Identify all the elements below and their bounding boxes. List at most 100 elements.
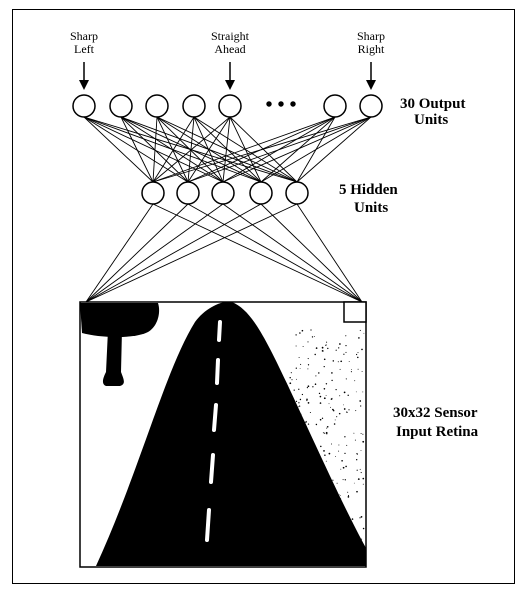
output-unit [109,94,133,118]
noise-dot [361,348,363,351]
hidden-unit [141,181,165,205]
noise-dot [340,468,342,470]
noise-dot [355,551,357,553]
noise-dot [323,358,326,361]
noise-dot [345,515,348,518]
noise-dot [319,395,322,398]
noise-dot [324,549,326,552]
noise-dot [296,500,298,502]
noise-dot [307,368,309,370]
noise-dot [306,387,308,389]
noise-dot [308,473,310,475]
noise-dot [338,444,340,446]
connection-line [187,203,363,303]
noise-dot [330,406,331,408]
noise-dot [306,398,308,401]
noise-dot [361,538,363,540]
noise-dot [301,329,304,332]
noise-dot [289,443,291,445]
noise-dot [315,423,318,426]
noise-dot [328,452,331,455]
connection-line [222,116,372,183]
noise-dot [315,347,318,349]
noise-dot [295,400,298,403]
connection-line [152,116,195,183]
noise-dot [299,398,302,401]
connection-line [222,203,363,303]
noise-dot [322,432,324,434]
noise-dot [345,345,347,347]
noise-dot [307,385,310,388]
connection-line [85,203,262,303]
noise-dot [362,440,365,443]
hidden-units-label-line1: 5 Hidden [339,182,398,198]
noise-dot [324,454,326,457]
connection-line [296,203,363,303]
input-unit-square [343,301,367,323]
noise-dot [347,561,349,563]
noise-dot [332,408,334,411]
noise-dot [326,516,329,518]
noise-dot [314,459,316,461]
noise-dot [348,409,350,411]
noise-dot [315,483,317,485]
output-unit [72,94,96,118]
connection-line [156,116,224,183]
noise-dot [318,372,320,374]
noise-dot [319,488,322,491]
noise-dot [318,526,320,528]
noise-dot [362,483,364,485]
noise-dot [312,523,315,525]
noise-dot [338,553,341,556]
noise-dot [289,426,292,429]
noise-dot [307,358,309,360]
noise-dot [347,495,350,497]
noise-dot [351,552,353,554]
noise-dot [356,459,358,461]
output-unit [145,94,169,118]
noise-dot [326,427,328,429]
noise-dot [362,527,365,530]
noise-dot [315,451,317,453]
noise-dot [333,423,336,425]
noise-dot [318,392,321,395]
noise-dot [301,393,304,396]
noise-dot [298,388,300,390]
connection-line [152,116,336,183]
noise-dot [298,402,300,404]
noise-dot [307,433,309,435]
lane-dashes [205,320,222,542]
noise-dot [296,478,298,480]
noise-dot [348,360,350,362]
noise-dot [357,352,359,354]
connection-line [152,116,372,183]
noise-dot [347,543,349,545]
noise-dot [307,341,309,343]
noise-dot [291,405,293,407]
noise-dot [353,482,355,484]
input-retina [79,301,367,568]
noise-dot [289,413,292,415]
noise-dot [345,465,347,468]
noise-dot [360,449,362,451]
noise-dot [330,494,333,496]
hidden-input-connections [85,203,363,303]
noise-dot [355,410,357,412]
noise-dot [356,469,358,471]
noise-dot [356,453,358,455]
noise-dot [362,433,364,435]
noise-dot [324,432,326,434]
noise-dot [290,513,292,515]
noise-dot [342,479,344,481]
noise-dot [322,535,324,538]
noise-dot [306,486,308,488]
noise-dot [296,412,298,413]
label-sharp-left-line2: Left [74,42,95,56]
noise-dot [301,544,303,547]
arrow-straight-ahead [225,62,235,90]
noise-dot [306,502,308,504]
output-units-label-line1: 30 Output [400,96,465,112]
noise-dot [311,336,314,338]
noise-dot [335,388,337,391]
noise-dot [360,433,362,434]
